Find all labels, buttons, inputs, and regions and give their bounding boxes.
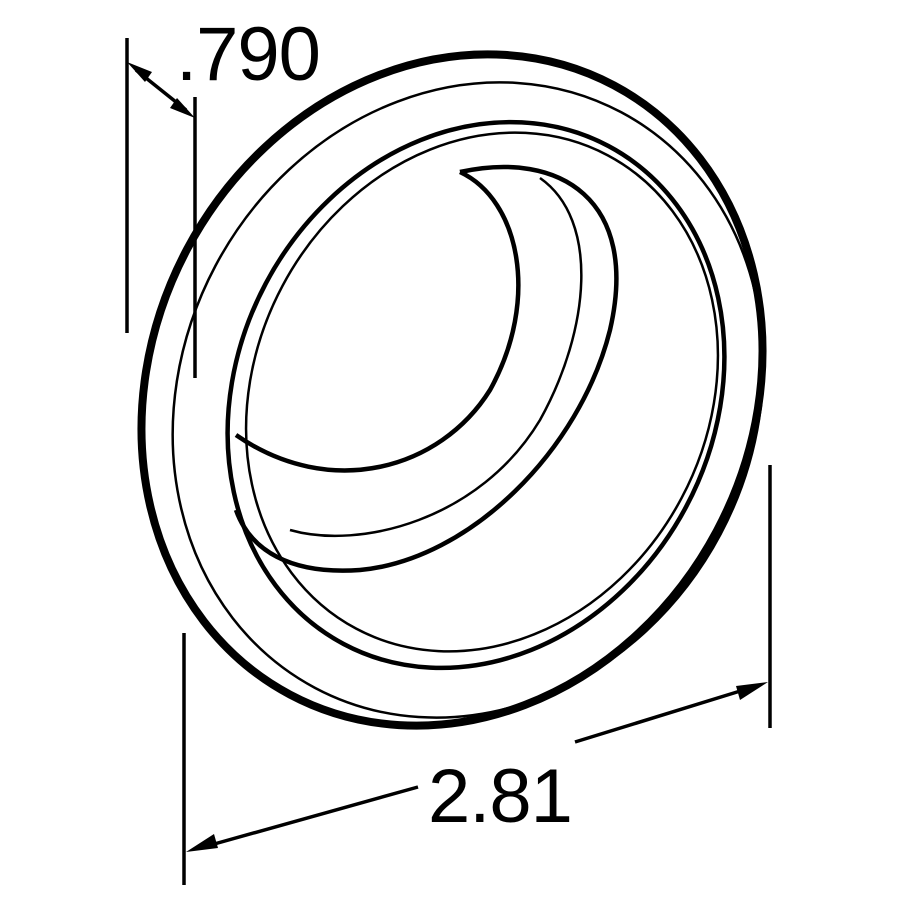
grommet <box>137 50 767 730</box>
depth-dimension: .790 <box>125 12 321 378</box>
flange-inner-edge <box>225 119 727 671</box>
diameter-arrow-right <box>736 682 768 700</box>
depth-arrow-left <box>127 62 152 82</box>
bore-opening <box>234 169 521 473</box>
bore-wall-middle <box>289 176 583 537</box>
depth-dimension-label: .790 <box>176 12 320 97</box>
diameter-dimension-label: 2.81 <box>428 754 572 839</box>
flange-lip <box>244 131 720 653</box>
bore-wall-outer <box>233 164 619 573</box>
depth-arrow-right <box>170 98 195 118</box>
outer-rim-front <box>171 81 765 719</box>
diameter-dimension-line-left <box>199 785 419 850</box>
diameter-dimension: 2.81 <box>182 465 772 885</box>
diameter-arrow-left <box>186 834 218 852</box>
outer-rim-back <box>137 50 767 730</box>
diameter-dimension-line-right <box>574 686 751 744</box>
